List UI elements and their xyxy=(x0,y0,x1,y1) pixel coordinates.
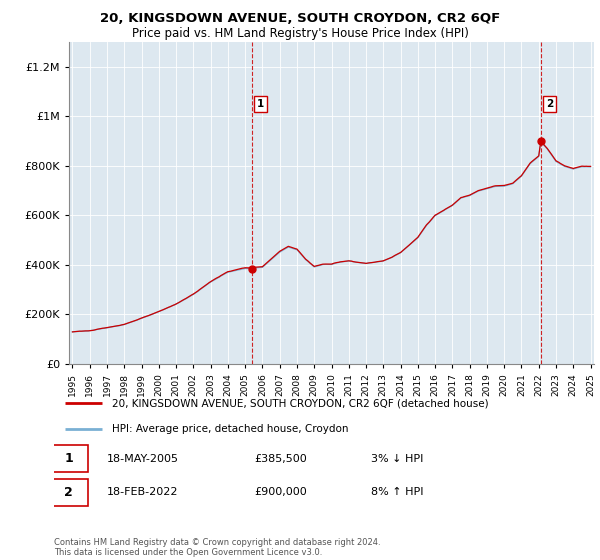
Text: £900,000: £900,000 xyxy=(254,487,307,497)
Text: 20, KINGSDOWN AVENUE, SOUTH CROYDON, CR2 6QF (detached house): 20, KINGSDOWN AVENUE, SOUTH CROYDON, CR2… xyxy=(112,398,489,408)
Text: 3% ↓ HPI: 3% ↓ HPI xyxy=(371,454,423,464)
Text: 1: 1 xyxy=(257,99,264,109)
Text: £385,500: £385,500 xyxy=(254,454,307,464)
Text: Contains HM Land Registry data © Crown copyright and database right 2024.
This d: Contains HM Land Registry data © Crown c… xyxy=(54,538,380,557)
Text: 18-MAY-2005: 18-MAY-2005 xyxy=(107,454,179,464)
Text: 2: 2 xyxy=(546,99,553,109)
Text: 8% ↑ HPI: 8% ↑ HPI xyxy=(371,487,424,497)
Text: 18-FEB-2022: 18-FEB-2022 xyxy=(107,487,178,497)
Text: HPI: Average price, detached house, Croydon: HPI: Average price, detached house, Croy… xyxy=(112,423,349,433)
Text: Price paid vs. HM Land Registry's House Price Index (HPI): Price paid vs. HM Land Registry's House … xyxy=(131,27,469,40)
FancyBboxPatch shape xyxy=(49,479,88,506)
FancyBboxPatch shape xyxy=(49,445,88,472)
Text: 2: 2 xyxy=(64,486,73,499)
Text: 1: 1 xyxy=(64,452,73,465)
Text: 20, KINGSDOWN AVENUE, SOUTH CROYDON, CR2 6QF: 20, KINGSDOWN AVENUE, SOUTH CROYDON, CR2… xyxy=(100,12,500,25)
